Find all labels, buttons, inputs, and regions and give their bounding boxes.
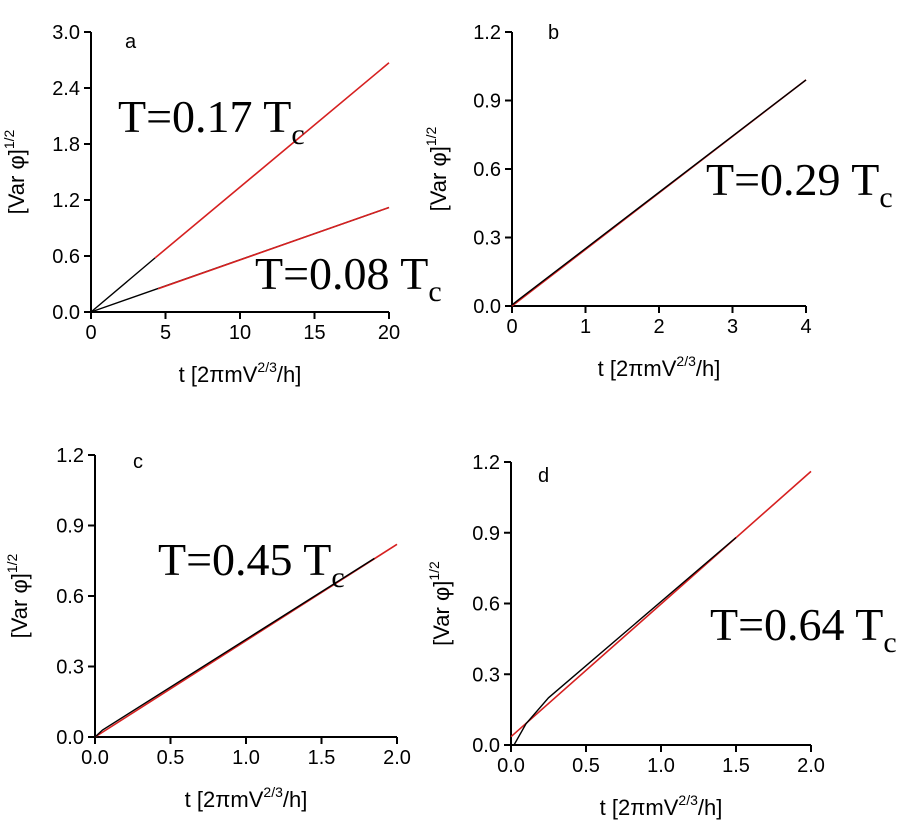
- temperature-label: T=0.08 Tc: [255, 248, 442, 308]
- x-tick-label: 0: [506, 316, 517, 338]
- y-tick-label: 0.6: [52, 246, 80, 268]
- series-line: [513, 536, 737, 746]
- panel-letter: b: [548, 22, 559, 44]
- y-tick-label: 0.3: [473, 228, 501, 250]
- x-tick-label: 20: [378, 322, 400, 344]
- x-axis-title: t [2πmV2/3/h]: [185, 784, 308, 812]
- x-tick-label: 0: [85, 322, 96, 344]
- y-tick-label: 2.4: [52, 78, 80, 100]
- x-tick-label: 2.0: [383, 747, 411, 769]
- x-tick-label: 1: [580, 316, 591, 338]
- y-tick-label: 0.0: [52, 302, 80, 324]
- y-tick-label: 0.0: [472, 735, 500, 757]
- x-tick-label: 5: [160, 322, 171, 344]
- y-tick-label: 0.6: [473, 159, 501, 181]
- x-tick-label: 1.0: [647, 755, 675, 777]
- panel-letter: c: [133, 451, 143, 473]
- x-tick-label: 0.5: [157, 747, 185, 769]
- x-axis-title: t [2πmV2/3/h]: [179, 359, 302, 387]
- y-tick-label: 0.3: [472, 664, 500, 686]
- series-line: [157, 206, 390, 290]
- x-tick-label: 15: [303, 322, 325, 344]
- y-tick-label: 1.2: [56, 445, 84, 467]
- x-tick-label: 4: [800, 316, 811, 338]
- panel-letter: d: [538, 465, 549, 487]
- temperature-label: T=0.29 Tc: [706, 154, 893, 214]
- y-tick-label: 1.2: [472, 452, 500, 474]
- temperature-label: T=0.45 Tc: [158, 534, 345, 594]
- y-tick-label: 0.0: [56, 727, 84, 749]
- x-tick-label: 3: [727, 316, 738, 338]
- x-tick-label: 2: [653, 316, 664, 338]
- y-tick-label: 0.0: [473, 296, 501, 318]
- y-tick-label: 0.9: [472, 523, 500, 545]
- y-axis-title: [Var φ]1/2: [1, 129, 29, 214]
- series-line: [154, 62, 390, 259]
- y-tick-label: 1.2: [52, 190, 80, 212]
- y-axis-title: [Var φ]1/2: [426, 561, 454, 646]
- x-tick-label: 0.0: [81, 747, 109, 769]
- y-axis-title: [Var φ]1/2: [4, 553, 32, 638]
- x-tick-label: 0.5: [572, 755, 600, 777]
- x-axis-title: t [2πmV2/3/h]: [598, 353, 721, 381]
- panel-a: 0 5 10 15 20 0.0 0.6 1.2 1.8 2.4 3.0 t [2πmV2/3/h] […: [1, 22, 442, 387]
- y-tick-label: 0.3: [56, 657, 84, 679]
- temperature-label: T=0.17 Tc: [118, 91, 305, 151]
- y-axis-title: [Var φ]1/2: [423, 126, 451, 211]
- x-tick-label: 1.5: [722, 755, 750, 777]
- y-tick-label: 0.6: [56, 586, 84, 608]
- x-tick-label: 2.0: [797, 755, 825, 777]
- y-tick-label: 0.6: [472, 594, 500, 616]
- y-tick-label: 1.2: [473, 22, 501, 44]
- x-tick-label: 1.0: [232, 747, 260, 769]
- x-tick-label: 0.0: [497, 755, 525, 777]
- series-line: [510, 470, 812, 738]
- temperature-label: T=0.64 Tc: [710, 599, 897, 659]
- y-tick-label: 3.0: [52, 22, 80, 44]
- panel-c: 0.0 0.5 1.0 1.5 2.0 0.0 0.3 0.6 0.9 1.2 t [2πmV2/3…: [4, 445, 411, 812]
- y-tick-label: 0.9: [56, 516, 84, 538]
- panel-b: 0 1 2 3 4 0.0 0.3 0.6 0.9 1.2 t [2πmV2/3/h] [Var φ]…: [423, 22, 893, 381]
- x-axis-title: t [2πmV2/3/h]: [600, 792, 723, 820]
- panel-letter: a: [125, 31, 137, 53]
- series-line: [90, 257, 156, 313]
- y-tick-label: 1.8: [52, 134, 80, 156]
- series-line: [511, 79, 807, 306]
- panel-d: 0.0 0.5 1.0 1.5 2.0 0.0 0.3 0.6 0.9 1.2 t [2πmV2/3…: [426, 452, 897, 820]
- x-tick-label: 10: [229, 322, 251, 344]
- series-line: [94, 557, 375, 738]
- x-tick-label: 1.5: [308, 747, 336, 769]
- y-tick-label: 0.9: [473, 91, 501, 113]
